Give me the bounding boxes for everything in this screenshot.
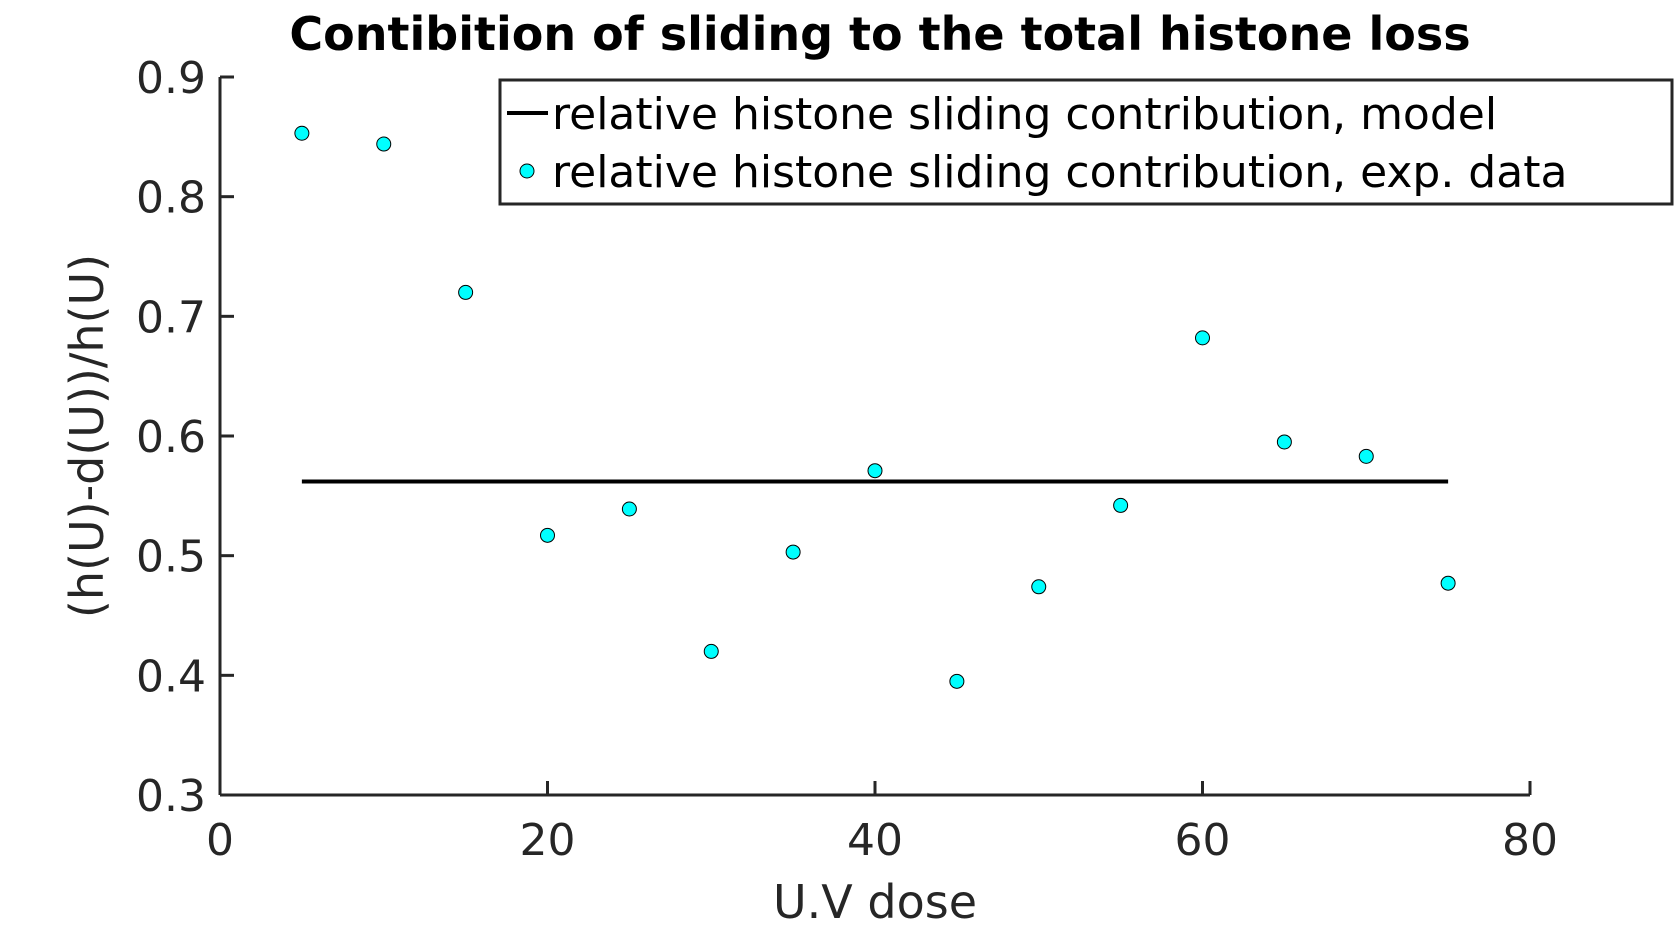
legend-label-model: relative histone sliding contribution, m…: [552, 89, 1497, 140]
y-axis-label: (h(U)-d(U))/h(U): [60, 254, 114, 618]
data-point: [376, 136, 392, 152]
data-point: [1358, 448, 1374, 464]
data-point: [621, 501, 637, 517]
data-point: [458, 284, 474, 300]
y-tick-label: 0.6: [136, 412, 206, 463]
x-axis-label: U.V dose: [773, 875, 977, 929]
legend: relative histone sliding contribution, m…: [498, 78, 1674, 206]
y-tick-label: 0.4: [136, 651, 206, 702]
y-tick-label: 0.3: [136, 771, 206, 822]
x-tick-label: 20: [520, 815, 576, 866]
chart-title: Contibition of sliding to the total hist…: [289, 7, 1470, 61]
y-tick-label: 0.8: [136, 173, 206, 224]
data-point: [949, 673, 965, 689]
x-tick-label: 0: [206, 815, 234, 866]
data-point: [294, 125, 310, 141]
legend-label-data: relative histone sliding contribution, e…: [552, 147, 1567, 198]
y-tick-label: 0.5: [136, 532, 206, 583]
data-point: [1113, 497, 1129, 513]
data-point: [1440, 575, 1456, 591]
data-point: [1031, 579, 1047, 595]
data-point: [867, 463, 883, 479]
data-point: [1276, 434, 1292, 450]
y-tick-label: 0.7: [136, 292, 206, 343]
data-point: [703, 643, 719, 659]
x-tick-label: 40: [847, 815, 903, 866]
y-axis-ticks: 0.3 0.4 0.5 0.6 0.7 0.8 0.9: [136, 53, 234, 822]
y-tick-label: 0.9: [136, 53, 206, 104]
legend-box: [498, 78, 1674, 206]
data-point: [1195, 330, 1210, 346]
x-tick-label: 80: [1502, 815, 1558, 866]
data-point: [540, 527, 555, 543]
plot-series: [294, 125, 1456, 689]
legend-marker-swatch: [519, 163, 535, 179]
data-point: [785, 544, 801, 560]
x-tick-label: 60: [1175, 815, 1231, 866]
x-axis-ticks: 0 20 40 60 80: [206, 781, 1558, 866]
